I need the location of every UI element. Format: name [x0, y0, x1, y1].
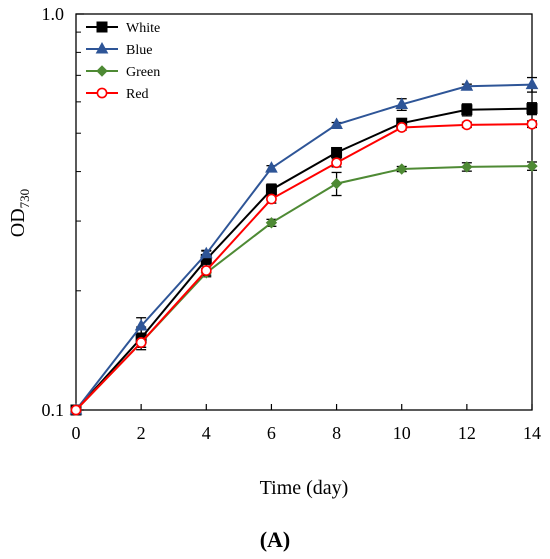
legend-item-green: Green	[86, 65, 160, 80]
data-point-white	[331, 146, 343, 158]
x-axis: 0 2 4 6 8 10 12 14	[72, 404, 541, 443]
plot-area	[75, 13, 533, 411]
data-point-green	[396, 163, 408, 175]
y-tick-label: 0.1	[42, 400, 65, 420]
legend-label: Green	[126, 65, 160, 80]
x-tick-label: 8	[332, 423, 341, 443]
data-point-blue	[199, 246, 213, 259]
y-axis-title-subscript: 730	[17, 189, 32, 209]
data-point-blue	[265, 161, 278, 173]
series-red	[70, 118, 538, 416]
data-point-white	[526, 103, 538, 115]
data-point-white	[461, 104, 473, 116]
y-axis-title-main: OD	[7, 208, 29, 237]
legend-marker	[96, 65, 108, 77]
x-tick-label: 12	[458, 423, 476, 443]
series-line-blue	[75, 83, 533, 411]
x-tick-label: 6	[267, 423, 276, 443]
legend-item-blue: Blue	[86, 41, 152, 58]
data-point-blue	[525, 77, 539, 90]
data-point-red	[331, 157, 342, 169]
data-point-blue	[134, 318, 148, 331]
data-point-red	[70, 404, 82, 416]
legend-label: White	[126, 21, 160, 36]
series-line-green	[75, 165, 533, 411]
y-axis-title: OD730	[7, 189, 32, 237]
data-point-blue	[330, 117, 343, 129]
data-point-green	[330, 177, 343, 190]
x-tick-label: 14	[523, 423, 541, 443]
x-tick-label: 2	[137, 423, 146, 443]
data-point-red	[526, 118, 538, 130]
series-green	[70, 160, 538, 416]
data-point-red	[200, 265, 212, 276]
y-axis: 0.1 1.0	[42, 4, 84, 420]
x-tick-label: 4	[202, 423, 211, 443]
legend-item-red: Red	[86, 87, 149, 102]
data-point-red	[135, 337, 147, 348]
data-point-green	[265, 217, 278, 229]
legend-label: Red	[126, 87, 149, 102]
y-tick-label: 1.0	[42, 4, 65, 24]
x-tick-label: 10	[393, 423, 411, 443]
legend-label: Blue	[126, 43, 152, 58]
x-axis-title: Time (day)	[260, 477, 349, 499]
legend-marker	[95, 41, 109, 54]
series-line-red	[75, 123, 533, 411]
legend-marker	[96, 87, 108, 99]
series-white	[70, 102, 538, 416]
data-point-red	[396, 122, 408, 133]
series-layer	[69, 76, 539, 416]
panel-label: (A)	[260, 527, 291, 552]
data-point-green	[526, 160, 538, 172]
x-tick-label: 0	[72, 423, 81, 443]
data-point-red	[266, 193, 277, 205]
data-point-green	[461, 161, 473, 173]
data-point-blue	[395, 97, 409, 109]
series-line-white	[75, 107, 533, 411]
legend-item-white: White	[86, 21, 160, 36]
legend: White Blue Green Red	[86, 21, 160, 102]
data-point-red	[461, 119, 473, 131]
data-point-blue	[460, 79, 474, 91]
legend-marker	[96, 21, 108, 33]
plot-frame	[75, 13, 533, 411]
data-point-white	[265, 184, 277, 196]
